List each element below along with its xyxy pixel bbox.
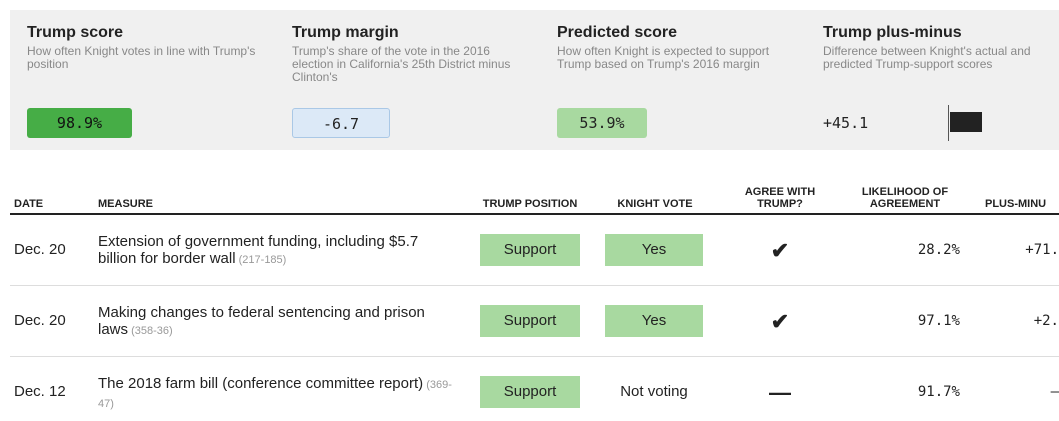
knight-vote: Yes xyxy=(605,305,703,337)
agree: ✔ xyxy=(770,238,790,263)
column-header: PLUS-MINU xyxy=(985,198,1047,210)
summary-description: Difference between Knight's actual and p… xyxy=(823,44,1031,71)
likelihood: 91.7% xyxy=(917,384,960,400)
column-header: MEASURE xyxy=(98,198,154,210)
summary-description: How often Knight votes in line with Trum… xyxy=(27,44,256,71)
vote-tally: (369-47) xyxy=(98,379,452,410)
plus-minus-axis xyxy=(948,105,949,141)
summary-description: Trump's share of the vote in the 2016 el… xyxy=(292,44,511,84)
agree: ✔ xyxy=(770,309,790,334)
row-separator xyxy=(10,356,1059,357)
plus-minus-bar xyxy=(950,112,982,132)
summary-title: Trump score xyxy=(27,24,124,41)
likelihood: 97.1% xyxy=(917,313,960,329)
summary-description: How often Knight is expected to support … xyxy=(557,44,770,71)
column-header: LIKELIHOOD OF AGREEMENT xyxy=(861,186,949,210)
summary-value: 53.9% xyxy=(557,108,647,138)
column-header: AGREE WITH TRUMP? xyxy=(744,186,816,210)
date: Dec. 20 xyxy=(14,312,66,329)
plus-minus: – xyxy=(1050,384,1059,400)
measure: The 2018 farm bill (conference committee… xyxy=(98,375,452,410)
column-header: KNIGHT VOTE xyxy=(617,198,693,210)
summary-value: 98.9% xyxy=(27,108,132,138)
plus-minus: +2. xyxy=(1033,313,1059,329)
vote-tally: (358-36) xyxy=(128,325,173,337)
row-separator xyxy=(10,285,1059,286)
summary-title: Trump margin xyxy=(292,24,399,41)
plus-minus: +71. xyxy=(1025,242,1059,258)
likelihood: 28.2% xyxy=(917,242,960,258)
summary-title: Predicted score xyxy=(557,24,678,41)
vote-tally: (217-185) xyxy=(235,254,287,266)
measure: Extension of government funding, includi… xyxy=(98,233,419,267)
summary-value: +45.1 xyxy=(823,114,869,132)
knight-vote: Not voting xyxy=(620,383,688,400)
date: Dec. 20 xyxy=(14,241,66,258)
column-header: DATE xyxy=(14,198,44,210)
summary-panel: Trump score How often Knight votes in lin… xyxy=(10,10,1059,150)
column-header: TRUMP POSITION xyxy=(482,198,578,210)
summary-value: -6.7 xyxy=(292,108,390,138)
trump-position: Support xyxy=(480,376,580,408)
trump-position: Support xyxy=(480,305,580,337)
knight-vote: Yes xyxy=(605,234,703,266)
summary-title: Trump plus-minus xyxy=(823,24,962,41)
measure: Making changes to federal sentencing and… xyxy=(98,304,425,338)
agree: — xyxy=(769,380,791,405)
header-rule xyxy=(10,213,1059,215)
date: Dec. 12 xyxy=(14,383,66,400)
trump-position: Support xyxy=(480,234,580,266)
